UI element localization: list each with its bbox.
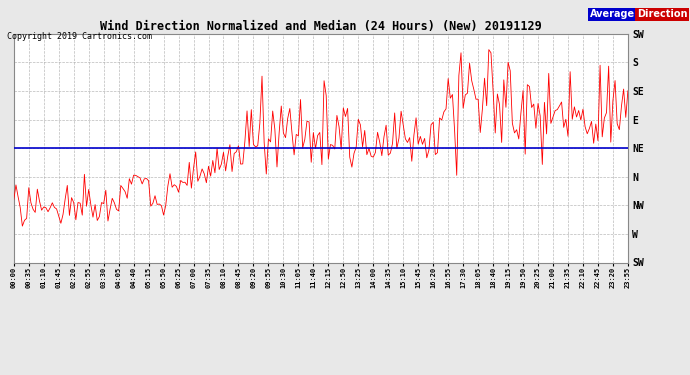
Text: Average: Average (590, 9, 635, 20)
Text: Direction: Direction (637, 9, 687, 20)
Title: Wind Direction Normalized and Median (24 Hours) (New) 20191129: Wind Direction Normalized and Median (24… (100, 20, 542, 33)
Text: Copyright 2019 Cartronics.com: Copyright 2019 Cartronics.com (7, 32, 152, 41)
